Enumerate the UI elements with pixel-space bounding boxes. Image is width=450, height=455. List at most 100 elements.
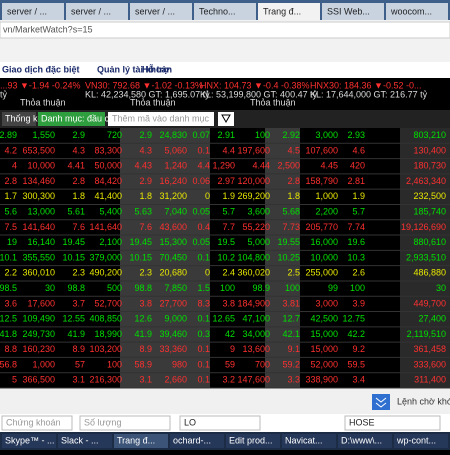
- price-cell: 4.44: [252, 161, 270, 171]
- order-field[interactable]: [1, 415, 73, 431]
- taskbar: [0, 432, 450, 450]
- price-cell: 42.1: [282, 329, 300, 339]
- address-bar: [0, 21, 450, 39]
- price-cell: 41.9: [134, 329, 152, 339]
- price-cell: 5.7: [352, 206, 365, 216]
- browser-tab[interactable]: [194, 3, 256, 20]
- price-cell: 12.5: [0, 314, 17, 324]
- browser-tab-label: server / ...: [7, 6, 47, 16]
- price-cell: 9,000: [164, 314, 187, 324]
- price-cell: 10,000: [310, 252, 338, 262]
- browser-tab[interactable]: [130, 3, 192, 20]
- taskbar-label: Skype™ - ...: [5, 435, 55, 445]
- taskbar-item[interactable]: [170, 434, 224, 448]
- price-cell: 12.65: [212, 314, 235, 324]
- add-symbol-input[interactable]: [108, 112, 214, 126]
- taskbar-item[interactable]: [282, 434, 336, 448]
- taskbar-item[interactable]: [2, 434, 56, 448]
- order-field-label: LO: [184, 417, 196, 427]
- price-cell: 0.1: [197, 145, 210, 155]
- price-cell: 0.1: [197, 252, 210, 262]
- menu-bar: [0, 62, 450, 78]
- taskbar-item[interactable]: [394, 434, 448, 448]
- price-cell: 1,000: [32, 359, 55, 369]
- pending-label: Lệnh chờ khớp: [397, 396, 450, 406]
- price-cell: 47,100: [242, 314, 270, 324]
- collapse-icon: [375, 397, 387, 408]
- browser-tab-label: server / ...: [71, 6, 111, 16]
- taskbar-label: D:\www\...: [341, 435, 382, 445]
- price-cell: 197,600: [237, 145, 270, 155]
- price-cell: 1.9: [222, 191, 235, 201]
- price-cell: 0.05: [192, 206, 210, 216]
- taskbar-item[interactable]: [226, 434, 280, 448]
- browser-tab[interactable]: [386, 3, 448, 20]
- taskbar-item[interactable]: [58, 434, 112, 448]
- price-cell: 141,640: [89, 222, 122, 232]
- taskbar-label: Edit prod...: [229, 435, 273, 445]
- price-cell: 3.81: [282, 298, 300, 308]
- price-cell: 338,900: [305, 375, 338, 385]
- price-cell: 70,450: [159, 252, 187, 262]
- price-cell: 1,290: [212, 161, 235, 171]
- price-cell: 19,126,690: [401, 222, 446, 232]
- menu-item: Hỗ trợ: [142, 64, 170, 74]
- price-cell: 360,010: [22, 268, 55, 278]
- browser-tab[interactable]: [66, 3, 128, 20]
- price-cell: 20,680: [159, 268, 187, 278]
- price-cell: 2.9: [139, 176, 152, 186]
- price-cell: 366,500: [22, 375, 55, 385]
- price-cell: 3.6: [4, 298, 17, 308]
- price-cell: 300,300: [22, 191, 55, 201]
- order-field[interactable]: [344, 415, 441, 431]
- price-cell: 500: [107, 283, 122, 293]
- browser-tab[interactable]: [2, 3, 64, 20]
- price-cell: 134,460: [22, 176, 55, 186]
- price-cell: 1,000: [315, 191, 338, 201]
- price-cell: 103,200: [89, 344, 122, 354]
- taskbar-label: ochard-...: [173, 435, 211, 445]
- price-cell: 355,550: [22, 252, 55, 262]
- taskbar-label: Navicat...: [285, 435, 323, 445]
- price-cell: 720: [107, 130, 122, 140]
- browser-tab-label: Techno...: [199, 6, 236, 16]
- order-field[interactable]: [179, 415, 261, 431]
- price-cell: 8.3: [197, 298, 210, 308]
- price-cell: 27,400: [418, 314, 446, 324]
- price-cell: 56.8: [0, 359, 17, 369]
- price-cell: 13,600: [242, 344, 270, 354]
- watchlist-tab[interactable]: [38, 112, 105, 126]
- price-cell: 10.1: [0, 252, 17, 262]
- price-cell: 420: [350, 161, 365, 171]
- order-field[interactable]: [79, 415, 171, 431]
- price-cell: 0.4: [197, 222, 210, 232]
- column-band: [120, 128, 210, 388]
- price-cell: 1.7: [4, 191, 17, 201]
- price-cell: 4.3: [72, 145, 85, 155]
- price-cell: 4.41: [67, 161, 85, 171]
- price-cell: 18,990: [94, 329, 122, 339]
- price-cell: 4.45: [320, 161, 338, 171]
- price-cell: 120,000: [237, 176, 270, 186]
- price-cell: 158,790: [305, 176, 338, 186]
- price-cell: 3,000: [315, 298, 338, 308]
- price-cell: 379,000: [89, 252, 122, 262]
- taskbar-item[interactable]: [338, 434, 392, 448]
- price-cell: 3.8: [139, 298, 152, 308]
- taskbar-label: Slack - ...: [61, 435, 99, 445]
- index-bar: [0, 78, 450, 110]
- price-cell: 255,000: [305, 268, 338, 278]
- price-cell: 7.73: [282, 222, 300, 232]
- stats-tab[interactable]: [2, 112, 36, 126]
- browser-tab[interactable]: [258, 3, 320, 20]
- index-value: HNX: 104.73 ▼-0.4 -0.38%: [200, 80, 309, 90]
- taskbar-label: Trang đ...: [117, 435, 155, 445]
- browser-tab[interactable]: [322, 3, 384, 20]
- price-cell: 2.9: [139, 130, 152, 140]
- arrow-button[interactable]: [218, 112, 234, 126]
- price-cell: 2,100: [99, 237, 122, 247]
- taskbar-item[interactable]: [114, 434, 168, 448]
- price-cell: 17,600: [27, 298, 55, 308]
- price-cell: 249,730: [22, 329, 55, 339]
